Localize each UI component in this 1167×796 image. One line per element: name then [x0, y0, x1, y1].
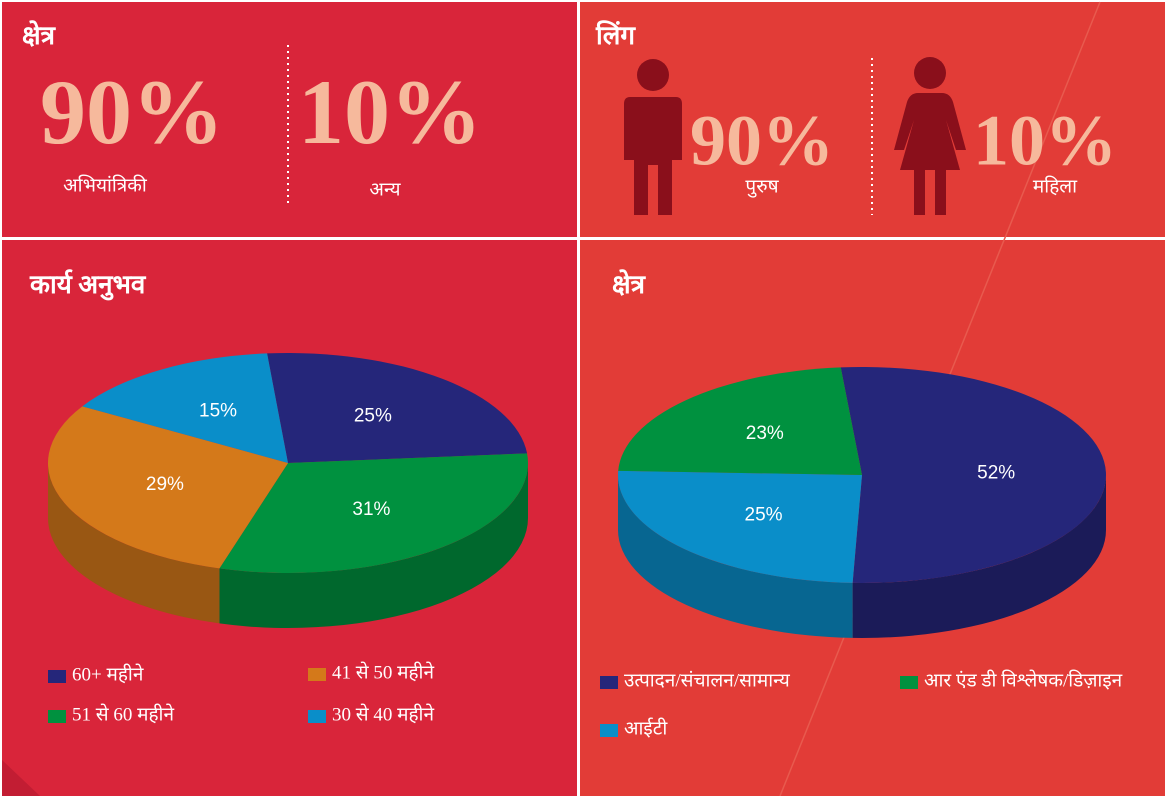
pie-slice: [618, 367, 862, 475]
pie-slice: [618, 470, 862, 583]
stat-label: पुरुष: [745, 176, 779, 198]
pie-slice: [48, 406, 288, 569]
pie-side: [618, 475, 853, 638]
legend-label: उत्पादन/संचालन/सामान्य: [624, 670, 791, 691]
data-label: 31%: [352, 499, 390, 520]
legend-label: आईटी: [624, 716, 668, 739]
legend-swatch: [308, 710, 326, 723]
stat-value: 10%: [298, 61, 482, 163]
decor: [2, 760, 40, 796]
stat-value: 90%: [40, 61, 224, 163]
pie-slice: [219, 453, 528, 573]
data-label: 25%: [354, 406, 392, 427]
legend-label: 41 से 50 महीने: [332, 660, 434, 683]
pie-side: [219, 463, 528, 628]
data-label: 23%: [746, 423, 784, 444]
panel-title: क्षेत्र: [22, 20, 57, 50]
legend-swatch: [48, 710, 66, 723]
legend-label: 51 से 60 महीने: [72, 702, 174, 725]
pie-side: [48, 463, 220, 624]
legend-swatch: [600, 676, 618, 689]
panel: [2, 2, 577, 237]
legend-swatch: [600, 724, 618, 737]
stat-value: 10%: [973, 101, 1117, 181]
pie-slice: [840, 367, 1106, 583]
chart-title: क्षेत्र: [612, 269, 647, 299]
data-label: 52%: [977, 463, 1015, 484]
pie-side: [852, 475, 1106, 638]
male-icon: [624, 59, 682, 215]
stat-label: अन्य: [369, 179, 401, 200]
data-label: 25%: [745, 504, 783, 525]
legend-label: 30 से 40 महीने: [332, 702, 434, 725]
legend-swatch: [900, 676, 918, 689]
data-label: 29%: [146, 474, 184, 495]
pie-slice: [82, 353, 288, 463]
female-icon: [894, 57, 966, 215]
legend-label: 60+ महीने: [72, 662, 144, 685]
legend-swatch: [308, 668, 326, 681]
data-label: 15%: [199, 401, 237, 422]
legend-swatch: [48, 670, 66, 683]
pie-slice: [267, 353, 528, 463]
stat-label: अभियांत्रिकी: [63, 173, 148, 196]
stat-value: 90%: [690, 101, 834, 181]
legend-label: आर एंड डी विश्लेषक/डिज़ाइन: [924, 668, 1123, 691]
chart-title: कार्य अनुभव: [29, 269, 147, 301]
panel-title: लिंग: [595, 20, 636, 50]
stat-label: महिला: [1033, 174, 1078, 197]
